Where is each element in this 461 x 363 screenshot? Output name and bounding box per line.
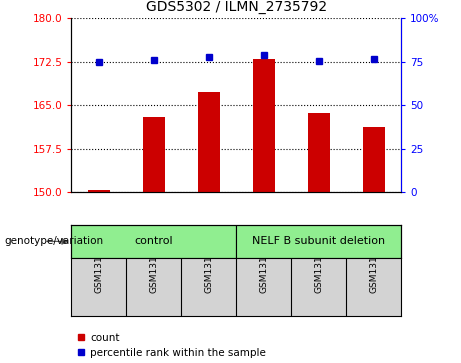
- Bar: [71, 225, 236, 258]
- Title: GDS5302 / ILMN_2735792: GDS5302 / ILMN_2735792: [146, 0, 327, 15]
- Bar: [307, 113, 330, 192]
- Text: GSM1314041: GSM1314041: [95, 232, 103, 293]
- Legend: count, percentile rank within the sample: count, percentile rank within the sample: [77, 333, 266, 358]
- Text: GSM1314045: GSM1314045: [314, 232, 323, 293]
- Text: NELF B subunit deletion: NELF B subunit deletion: [252, 236, 385, 246]
- Bar: [88, 190, 110, 192]
- Bar: [236, 225, 401, 258]
- Bar: [363, 127, 384, 192]
- Text: genotype/variation: genotype/variation: [5, 236, 104, 246]
- Bar: [198, 93, 220, 192]
- Text: GSM1314046: GSM1314046: [369, 232, 378, 293]
- Text: GSM1314042: GSM1314042: [149, 232, 159, 293]
- Bar: [253, 59, 275, 192]
- Bar: [143, 117, 165, 192]
- Text: GSM1314043: GSM1314043: [204, 232, 213, 293]
- Text: control: control: [135, 236, 173, 246]
- Text: GSM1314044: GSM1314044: [259, 232, 268, 293]
